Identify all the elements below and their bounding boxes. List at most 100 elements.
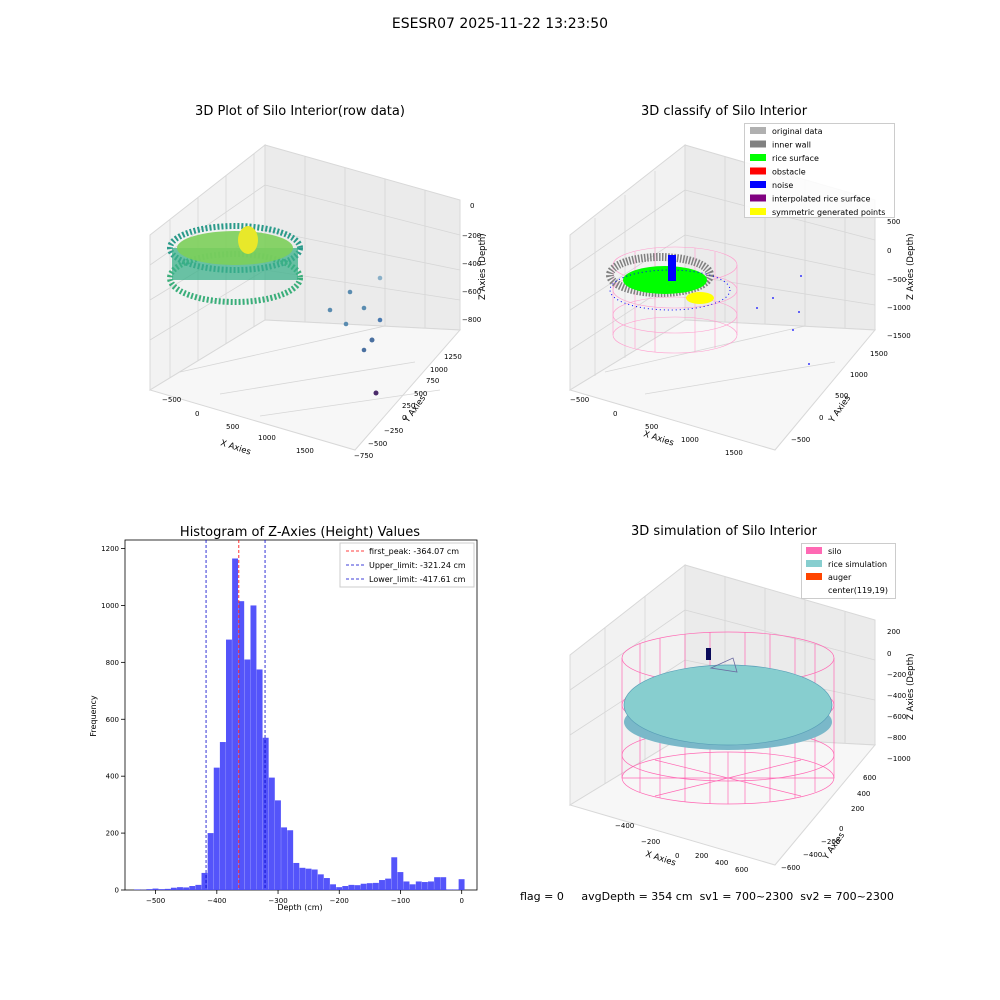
- histogram-y-ticks: 0 200 400 600 800 1000 1200: [101, 545, 125, 895]
- histogram-bar: [317, 874, 324, 890]
- legend-label-silo: silo: [828, 547, 842, 556]
- histogram-x-tick-label: −500: [146, 897, 165, 905]
- legend-swatch-symmetric: [750, 208, 766, 215]
- sim-xtick: 600: [735, 866, 748, 874]
- sim-ztick: 200: [887, 628, 900, 636]
- histogram-bar: [372, 882, 379, 890]
- sim-xtick: 200: [695, 852, 708, 860]
- legend-swatch-center: [806, 586, 822, 593]
- classify-legend: original data inner wall rice surface ob…: [744, 123, 895, 218]
- histogram-bar: [281, 827, 288, 890]
- histogram-bar: [164, 888, 171, 890]
- sim-ztick: −800: [887, 734, 906, 742]
- sim-ytick: 600: [863, 774, 876, 782]
- classify-xtick: 500: [645, 423, 658, 431]
- sim-xtick: −200: [641, 838, 660, 846]
- histogram-y-tick-label: 1200: [101, 545, 119, 553]
- histogram-bar: [434, 877, 441, 890]
- legend-swatch-auger: [806, 573, 822, 580]
- simulation-auger-marker: [706, 648, 738, 673]
- histogram-bar: [177, 887, 183, 890]
- histogram-bar: [256, 669, 263, 890]
- raw-x-axis-label: X Axies: [219, 438, 252, 457]
- histogram-chart: Histogram of Z-Axies (Height) Values −50…: [89, 525, 478, 912]
- histogram-plot-area: [124, 539, 478, 891]
- classify-ztick: −1000: [887, 304, 911, 312]
- histogram-y-tick-label: 400: [106, 773, 119, 781]
- legend-label-rice-simulation: rice simulation: [828, 560, 887, 569]
- classify-ytick: 1500: [870, 350, 888, 358]
- classify-ytick: 1000: [850, 371, 868, 379]
- histogram-x-ticks: −500 −400 −300 −200 −100 0: [146, 890, 464, 905]
- histogram-y-axis-label: Frequency: [89, 695, 98, 737]
- raw-ztick: 0: [470, 202, 474, 210]
- classify-ztick: 0: [887, 247, 891, 255]
- histogram-bar: [360, 883, 367, 890]
- sim-ztick: −200: [887, 671, 906, 679]
- sim-ytick: −200: [821, 838, 840, 846]
- histogram-bar: [421, 882, 428, 890]
- histogram-x-tick-label: −100: [391, 897, 410, 905]
- histogram-title: Histogram of Z-Axies (Height) Values: [180, 525, 420, 540]
- histogram-bar: [207, 833, 214, 890]
- histogram-bar: [415, 881, 422, 890]
- histogram-bar: [152, 888, 159, 890]
- histogram-legend: first_peak: -364.07 cm Upper_limit: -321.…: [339, 542, 475, 588]
- simulation-z-axis-label: Z Axies (Depth): [906, 653, 916, 720]
- raw-3d-plot: −500 0 500 1000 1500 −750 −500 −250 0 25…: [148, 143, 488, 460]
- histogram-x-tick-label: −400: [207, 897, 226, 905]
- sim-ytick: −400: [803, 851, 822, 859]
- histogram-bar: [250, 605, 257, 890]
- legend-label-auger: auger: [828, 573, 852, 582]
- raw-ztick: −200: [462, 232, 481, 240]
- raw-silo-points: [167, 223, 383, 396]
- legend-label-center: center(119,19): [828, 586, 888, 595]
- histogram-legend-label: Lower_limit: -417.61 cm: [369, 575, 466, 584]
- sim-ytick: −600: [781, 864, 800, 872]
- figure-title: ESESR07 2025-11-22 13:23:50: [391, 16, 609, 32]
- histogram-bar: [385, 878, 392, 890]
- histogram-y-tick-label: 1000: [101, 602, 119, 610]
- histogram-bar: [446, 889, 453, 890]
- histogram-bar: [244, 659, 251, 890]
- simulation-rice-surface: [623, 664, 833, 750]
- legend-swatch-noise: [750, 181, 766, 188]
- classify-xtick: 0: [613, 410, 617, 418]
- legend-swatch-obstacle: [750, 167, 766, 175]
- simulation-plot-title: 3D simulation of Silo Interior: [631, 524, 817, 539]
- status-flag: flag = 0: [520, 890, 564, 903]
- status-sv2: sv2 = 700~2300: [800, 890, 894, 903]
- histogram-bar: [183, 887, 190, 890]
- classify-x-axis-label: X Axies: [642, 429, 675, 448]
- simulation-legend: silo rice simulation auger center(119,19…: [801, 543, 896, 599]
- legend-swatch-original: [750, 127, 766, 134]
- raw-xtick: 500: [226, 423, 239, 431]
- raw-axes-panes: [148, 143, 462, 451]
- histogram-bar: [299, 867, 306, 890]
- histogram-bar: [195, 884, 202, 890]
- legend-label-noise: noise: [772, 181, 793, 190]
- histogram-bar: [354, 885, 361, 890]
- histogram-bar: [379, 880, 385, 890]
- classify-xtick: 1000: [681, 436, 699, 444]
- raw-ztick: −800: [462, 316, 481, 324]
- histogram-bar: [287, 830, 294, 890]
- raw-ytick: −250: [384, 427, 403, 435]
- histogram-bar: [305, 868, 312, 890]
- classify-ztick: −500: [887, 276, 906, 284]
- histogram-bar: [397, 872, 404, 890]
- simulation-3d-plot: −400 −200 0 200 400 600 −600 −400 −200 0…: [568, 563, 916, 874]
- legend-label-rice-surface: rice surface: [772, 154, 819, 163]
- histogram-bar: [238, 601, 245, 890]
- classify-silo-points: [606, 246, 810, 365]
- raw-ytick: 0: [402, 414, 406, 422]
- simulation-x-axis-label: X Axies: [644, 849, 677, 868]
- classify-ztick: −1500: [887, 332, 911, 340]
- sim-ytick: 400: [857, 790, 870, 798]
- status-avg-depth: avgDepth = 354 cm: [581, 890, 693, 903]
- histogram-y-tick-label: 600: [106, 716, 119, 724]
- sim-ztick: 0: [887, 650, 891, 658]
- legend-label-original: original data: [772, 127, 823, 136]
- histogram-x-tick-label: −200: [330, 897, 349, 905]
- histogram-bar: [213, 767, 220, 890]
